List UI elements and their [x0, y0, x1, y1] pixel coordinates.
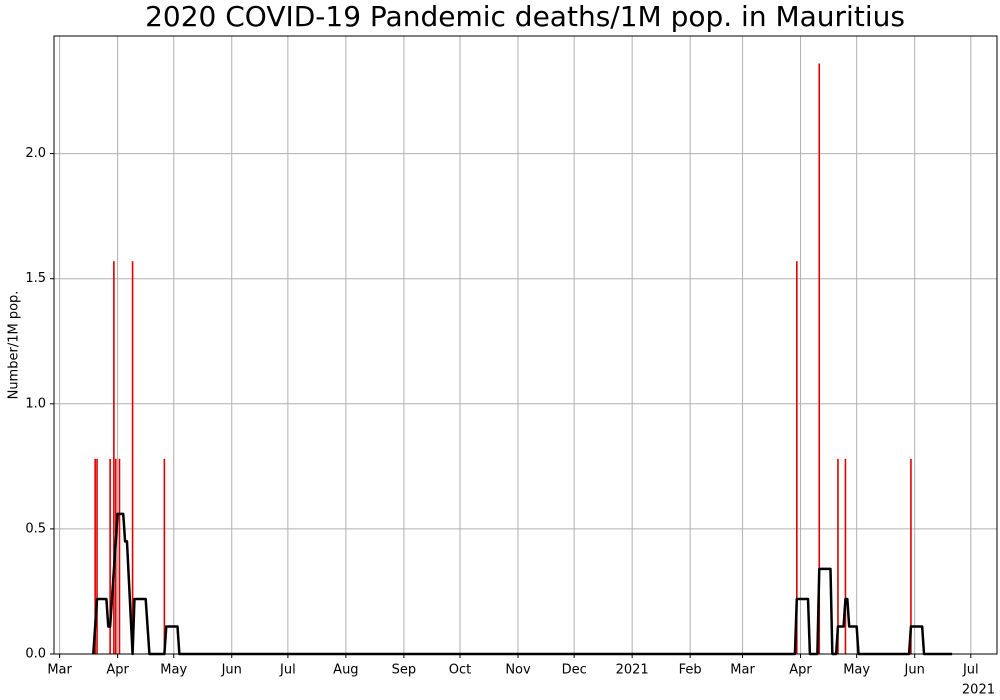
x-tick-label: Feb — [679, 663, 702, 678]
bar — [837, 458, 839, 654]
x-tick-label: Jul — [279, 663, 296, 678]
y-tick-label: 1.5 — [25, 271, 46, 286]
x-tick-label: Jun — [904, 663, 925, 678]
y-tick-label: 0.5 — [25, 521, 46, 536]
x-tick-label: May — [160, 663, 187, 678]
bar — [844, 458, 847, 654]
plot-frame — [53, 35, 998, 655]
x-tick-label: Jun — [221, 663, 242, 678]
line-series — [92, 512, 953, 656]
y-tick-label: 2.0 — [25, 146, 46, 161]
bar — [795, 261, 798, 654]
bar — [131, 261, 134, 654]
bar — [96, 458, 98, 654]
bar — [118, 458, 121, 654]
x-tick-label: Nov — [505, 663, 531, 678]
y-tick-label: 0.0 — [25, 647, 46, 662]
x-tick-label: 2021 — [616, 663, 649, 678]
x-tick-label: Mar — [47, 663, 72, 678]
x-tick-label: Oct — [449, 663, 471, 678]
x-tick-label: Aug — [333, 663, 358, 678]
x-tick-label: Apr — [106, 663, 129, 678]
x-offset-label: 2021 — [962, 683, 995, 698]
x-tick-label: May — [843, 663, 870, 678]
x-tick-label: Jul — [962, 663, 979, 678]
bar — [94, 458, 96, 654]
x-tick-label: Mar — [730, 663, 755, 678]
bar — [113, 261, 115, 654]
x-tick-label: Dec — [562, 663, 587, 678]
x-tick-label: Sep — [392, 663, 417, 678]
bar — [818, 63, 821, 654]
bar — [910, 458, 912, 654]
bar — [163, 458, 166, 654]
x-tick-label: Apr — [789, 663, 812, 678]
y-tick-label: 1.0 — [25, 396, 46, 411]
chart-title: 2020 COVID-19 Pandemic deaths/1M pop. in… — [145, 0, 905, 33]
y-axis-label: Number/1M pop. — [7, 291, 22, 400]
bar — [109, 458, 111, 654]
